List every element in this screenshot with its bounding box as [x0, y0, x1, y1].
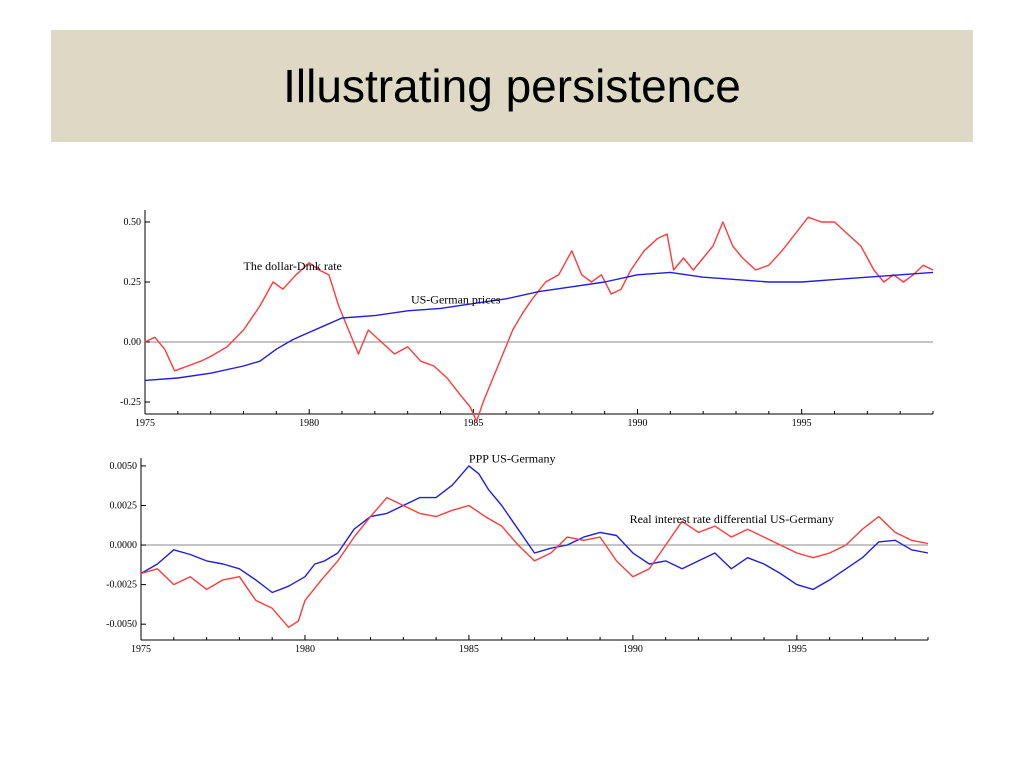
title-band: Illustrating persistence	[51, 30, 973, 142]
chart1-y-tick-label: 0.25	[124, 277, 142, 288]
chart2-annotation-1: PPP US-Germany	[469, 452, 556, 466]
chart1-annotation-2: US-German prices	[411, 293, 501, 307]
chart1-y-tick-label: 0.00	[124, 337, 142, 348]
chart1-y-tick-label: 0.50	[124, 217, 142, 228]
chart2-y-tick-label: -0.0050	[106, 619, 137, 630]
chart2-x-tick-label: 1975	[131, 644, 151, 655]
chart2-y-tick-label: 0.0000	[110, 540, 138, 551]
chart2-y-tick-label: -0.0025	[106, 580, 137, 591]
chart2-series-red-line	[140, 496, 929, 628]
chart1-x-tick-label: 1985	[463, 418, 483, 429]
chart2-series-blue-line	[140, 465, 929, 594]
chart2-annotation-2: Real interest rate differential US-Germa…	[630, 512, 834, 526]
chart2-y-tick-label: 0.0025	[110, 500, 138, 511]
chart2-y-tick-label: 0.0050	[110, 461, 138, 472]
chart1-x-tick-label: 1980	[299, 418, 319, 429]
chart2-x-tick-label: 1990	[623, 644, 643, 655]
chart1-annotation-1: The dollar-Dmk rate	[244, 259, 342, 273]
chart1-x-tick-label: 1975	[135, 418, 155, 429]
chart1-series-blue-line	[144, 271, 934, 382]
chart1-x-tick-label: 1995	[792, 418, 812, 429]
chart1-y-tick-label: -0.25	[120, 397, 141, 408]
chart2-x-tick-label: 1995	[787, 644, 807, 655]
chart2-x-tick-label: 1985	[459, 644, 479, 655]
slide-title: Illustrating persistence	[283, 60, 741, 112]
chart2-x-tick-label: 1980	[295, 644, 315, 655]
chart1-x-tick-label: 1990	[628, 418, 648, 429]
chart1-series-red-line	[144, 216, 934, 422]
